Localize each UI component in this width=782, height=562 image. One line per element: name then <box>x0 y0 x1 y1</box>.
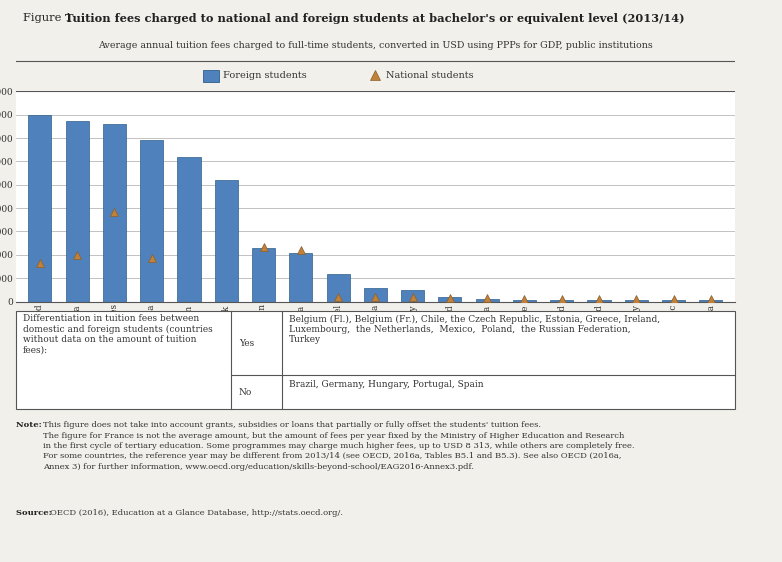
Text: Foreign students: Foreign students <box>223 71 307 80</box>
Bar <box>252 248 275 302</box>
Bar <box>103 124 126 302</box>
Bar <box>513 300 536 302</box>
Bar <box>587 300 611 302</box>
Text: Yes: Yes <box>239 339 254 348</box>
Bar <box>327 274 350 302</box>
Bar <box>289 252 312 302</box>
Text: Source:: Source: <box>16 509 54 516</box>
Text: National students: National students <box>386 71 474 80</box>
Bar <box>475 299 499 302</box>
Text: Brazil, Germany, Hungary, Portugal, Spain: Brazil, Germany, Hungary, Portugal, Spai… <box>289 379 483 388</box>
Bar <box>203 70 218 82</box>
Text: Note:: Note: <box>16 421 45 429</box>
Bar <box>551 300 573 302</box>
Text: Figure 1.: Figure 1. <box>23 13 80 24</box>
Text: Tuition fees charged to national and foreign students at bachelor's or equivalen: Tuition fees charged to national and for… <box>65 13 684 24</box>
Bar <box>140 140 163 302</box>
Bar <box>364 288 387 302</box>
Bar <box>699 300 723 302</box>
Bar <box>401 290 424 302</box>
Bar <box>178 157 200 302</box>
Bar <box>662 300 685 302</box>
Bar <box>215 180 238 302</box>
Bar <box>28 115 52 302</box>
Text: Average annual tuition fees charged to full-time students, converted in USD usin: Average annual tuition fees charged to f… <box>98 40 653 49</box>
Text: This figure does not take into account grants, subsidies or loans that partially: This figure does not take into account g… <box>43 421 634 471</box>
Bar <box>625 300 647 302</box>
Text: No: No <box>239 388 252 397</box>
Text: Belgium (Fl.), Belgium (Fr.), Chile, the Czech Republic, Estonia, Greece, Irelan: Belgium (Fl.), Belgium (Fr.), Chile, the… <box>289 314 660 345</box>
Text: OECD (2016), Education at a Glance Database, http://stats.oecd.org/.: OECD (2016), Education at a Glance Datab… <box>50 509 343 516</box>
Text: Differentiation in tuition fees between
domestic and foreign students (countries: Differentiation in tuition fees between … <box>23 314 213 355</box>
Bar <box>66 121 88 302</box>
Bar <box>439 297 461 302</box>
